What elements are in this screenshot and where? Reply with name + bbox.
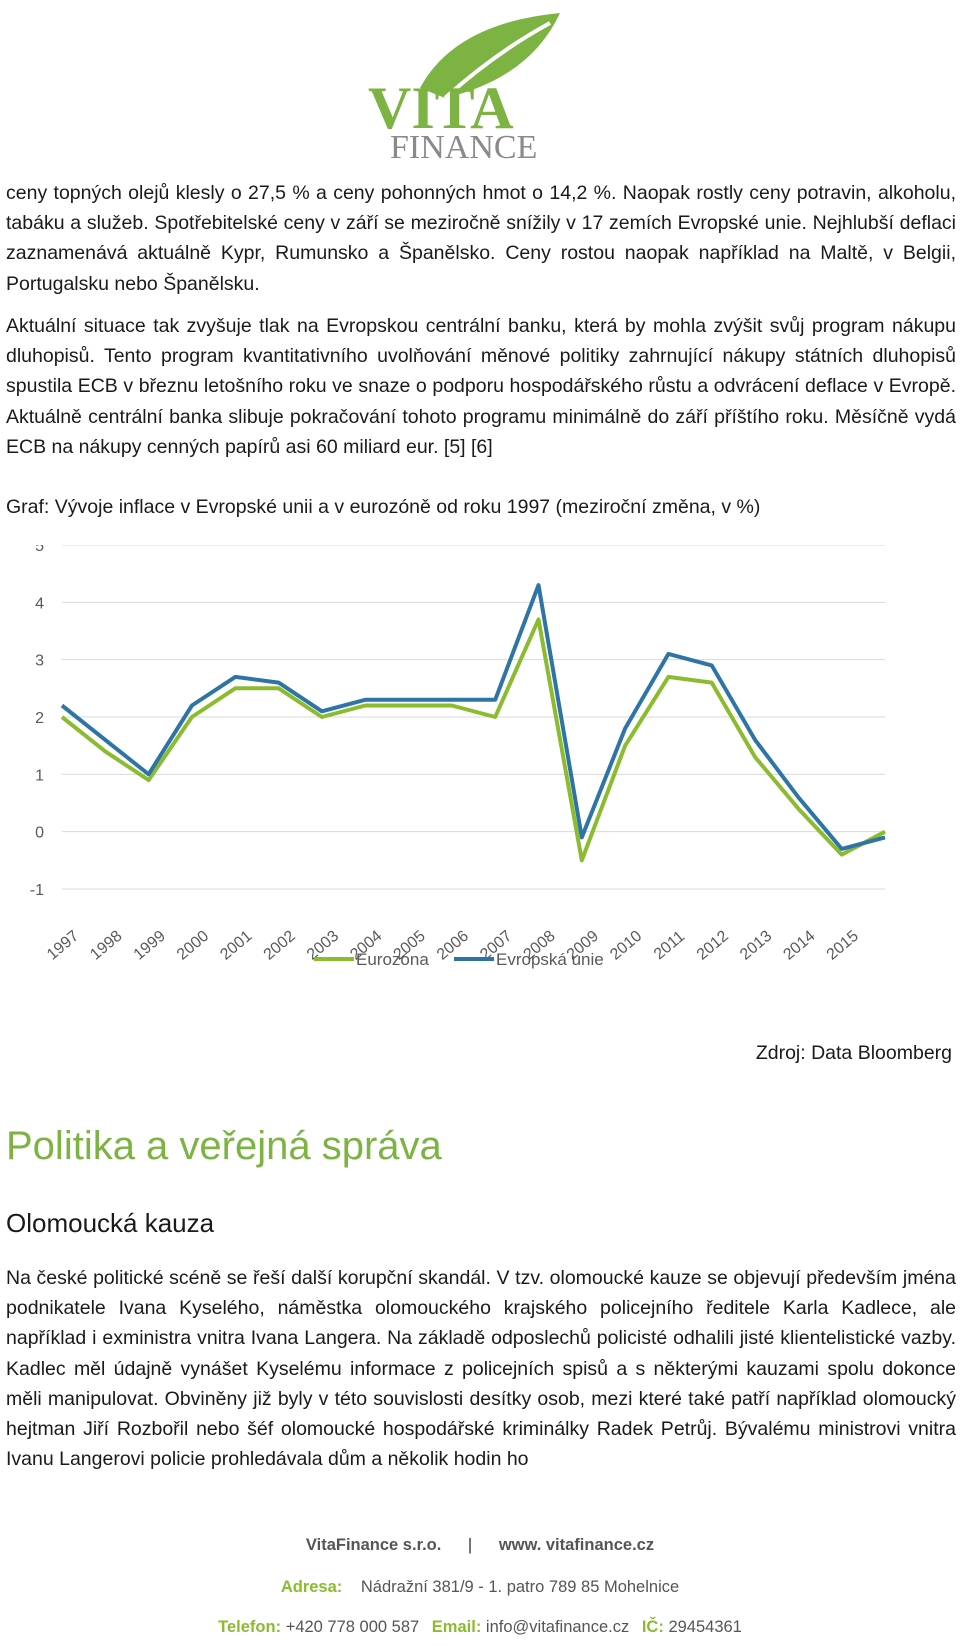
footer-email[interactable]: info@vitafinance.cz	[485, 1618, 630, 1636]
footer-company: VitaFinance s.r.o.	[305, 1536, 442, 1554]
series-line-eurozona	[60, 617, 886, 863]
footer-contact-line: Telefon: +420 778 000 587 Email: info@vi…	[0, 1618, 960, 1637]
y-tick-label: 0	[35, 825, 44, 842]
x-tick-label: 1997	[44, 928, 82, 964]
y-tick-label: 2	[35, 710, 44, 727]
footer-phone-label: Telefon:	[218, 1618, 282, 1636]
inflation-chart: 5 4 3 2 1 0 -1 1997 1998 1999 2000 2001 2002 2003 2004…	[0, 538, 960, 1025]
subsection-title: Olomoucká kauza	[6, 1208, 215, 1238]
x-tick-label: 2015	[824, 928, 862, 964]
x-tick-label: 2010	[607, 928, 645, 964]
footer-web[interactable]: www. vitafinance.cz	[498, 1536, 655, 1554]
chart-caption: Graf: Vývoje inflace v Evropské unii a v…	[6, 496, 761, 518]
x-tick-label: 1999	[131, 928, 169, 964]
footer-address-line: Adresa: Nádražní 381/9 - 1. patro 789 85…	[0, 1578, 960, 1597]
footer-phone: +420 778 000 587	[285, 1618, 420, 1636]
footer-separator: |	[467, 1536, 473, 1554]
x-tick-label: 2002	[261, 928, 299, 964]
legend-label: Eurozóna	[356, 950, 429, 969]
logo-line2: FINANCE	[390, 129, 537, 166]
series-line-evropska-unie	[60, 583, 886, 851]
paragraph-inflation: ceny topných olejů klesly o 27,5 % a cen…	[6, 182, 956, 295]
x-tick-label: 2012	[694, 928, 732, 964]
footer-ic: 29454361	[668, 1618, 742, 1636]
footer-company-line: VitaFinance s.r.o. | www. vitafinance.cz	[0, 1536, 960, 1555]
y-tick-label: 4	[35, 595, 44, 612]
footer-ic-label: IČ:	[641, 1618, 664, 1636]
y-tick-label: 5	[35, 545, 44, 555]
x-tick-label: 2013	[737, 928, 775, 964]
chart-source: Zdroj: Data Bloomberg	[755, 1042, 952, 1064]
y-tick-label: 1	[35, 767, 44, 784]
x-tick-label: 2011	[651, 928, 688, 963]
footer-email-label: Email:	[431, 1618, 482, 1636]
paragraph-ecb: Aktuální situace tak zvyšuje tlak na Evr…	[6, 315, 956, 458]
x-tick-label: 1998	[87, 928, 125, 964]
logo-line1: VITA	[368, 75, 514, 141]
paragraph-olomouc: Na české politické scéně se řeší další k…	[6, 1267, 956, 1471]
footer-address-label: Adresa:	[280, 1578, 343, 1596]
company-logo: VITA FINANCE	[360, 8, 600, 168]
x-tick-label: 2000	[174, 928, 212, 964]
x-tick-label: 2014	[780, 928, 818, 964]
legend-label: Evropská unie	[496, 950, 604, 969]
footer-address: Nádražní 381/9 - 1. patro 789 85 Mohelni…	[360, 1578, 680, 1596]
y-tick-label: -1	[30, 882, 44, 899]
section-title: Politika a veřejná správa	[6, 1124, 442, 1168]
x-tick-label: 2001	[217, 928, 255, 964]
y-tick-label: 3	[35, 653, 44, 670]
